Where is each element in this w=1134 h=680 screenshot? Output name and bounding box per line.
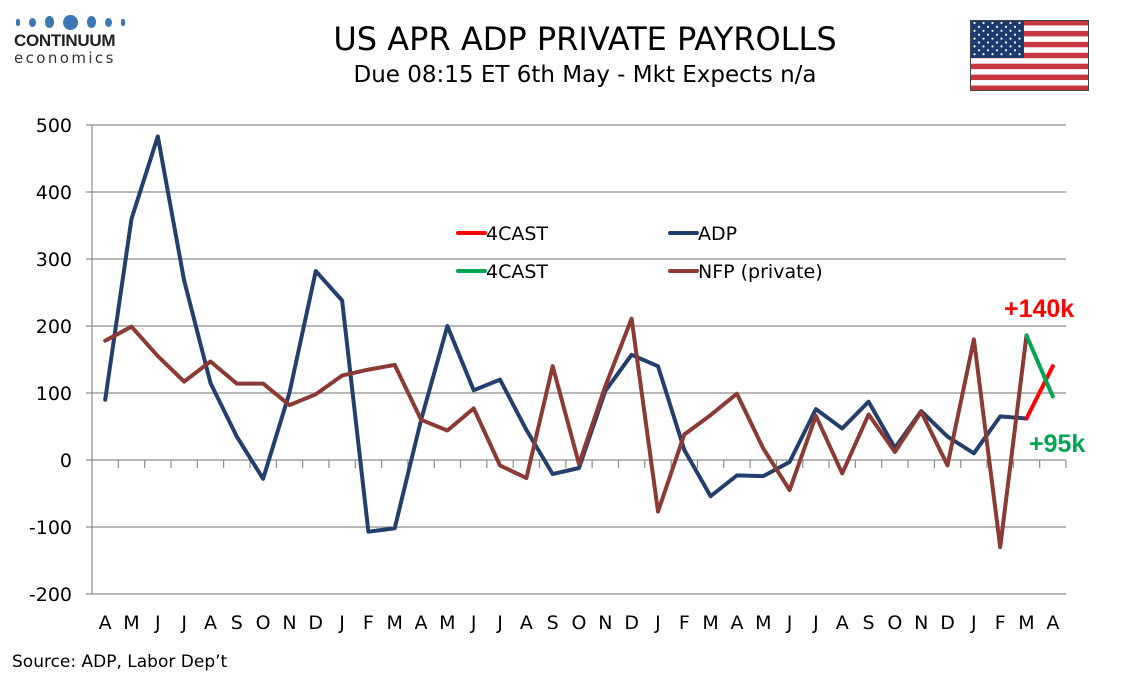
logo-subtitle: economics bbox=[14, 49, 116, 67]
chart-subtitle: Due 08:15 ET 6th May - Mkt Expects n/a bbox=[353, 62, 817, 88]
x-tick-label: S bbox=[863, 612, 875, 634]
x-tick-label: A bbox=[730, 612, 743, 634]
y-tick-label: -200 bbox=[29, 584, 72, 606]
y-tick-label: 0 bbox=[60, 450, 72, 472]
annotations: +140k +95k bbox=[1004, 295, 1085, 458]
y-tick-label: 300 bbox=[36, 249, 72, 271]
y-tick-label: 200 bbox=[36, 316, 72, 338]
y-tick-label: 500 bbox=[36, 115, 72, 137]
x-tick-label: J bbox=[654, 612, 661, 634]
x-tick-label: N bbox=[914, 612, 928, 634]
x-tick-label: D bbox=[308, 612, 323, 634]
x-tick-label: O bbox=[887, 612, 902, 634]
series bbox=[103, 134, 1055, 550]
x-tick-label: J bbox=[470, 612, 477, 634]
logo-name: CONTINUUM bbox=[14, 31, 116, 50]
chart-title: US APR ADP PRIVATE PAYROLLS bbox=[333, 20, 837, 58]
forecast-annotation: +95k bbox=[1029, 430, 1085, 458]
x-tick-label: A bbox=[1046, 612, 1059, 634]
legend-label: 4CAST bbox=[486, 223, 548, 245]
legend-label: 4CAST bbox=[486, 261, 548, 283]
x-tick-label: M bbox=[1018, 612, 1034, 634]
us-flag-icon bbox=[970, 20, 1089, 91]
x-tick-label: M bbox=[439, 612, 455, 634]
x-tick-label: A bbox=[415, 612, 428, 634]
x-tick-label: F bbox=[679, 612, 690, 634]
x-tick-label: J bbox=[338, 612, 345, 634]
y-tick-label: 400 bbox=[36, 182, 72, 204]
x-tick-label: N bbox=[598, 612, 612, 634]
x-tick-label: J bbox=[154, 612, 161, 634]
x-tick-label: J bbox=[180, 612, 187, 634]
y-tick-label: -100 bbox=[29, 517, 72, 539]
series-line-4cast-forecast_red bbox=[1024, 364, 1055, 421]
x-tick-label: J bbox=[812, 612, 819, 634]
x-tick-label: M bbox=[702, 612, 718, 634]
x-tick-label: O bbox=[572, 612, 587, 634]
series-line-adp-adp bbox=[103, 134, 1029, 534]
source-note: Source: ADP, Labor Dep’t bbox=[12, 652, 228, 672]
x-tick-label: S bbox=[231, 612, 243, 634]
legend: 4CAST ADP 4CAST NFP (private) bbox=[456, 223, 823, 283]
x-tick-label: A bbox=[836, 612, 849, 634]
x-tick-label: J bbox=[496, 612, 503, 634]
legend-label: NFP (private) bbox=[698, 261, 823, 283]
legend-label: ADP bbox=[698, 223, 737, 245]
x-tick-label: O bbox=[256, 612, 271, 634]
x-tick-label: F bbox=[363, 612, 374, 634]
x-tick-label: M bbox=[387, 612, 403, 634]
x-tick-label: A bbox=[204, 612, 217, 634]
x-tick-label: F bbox=[995, 612, 1006, 634]
x-tick-label: M bbox=[755, 612, 771, 634]
x-tick-label: N bbox=[282, 612, 296, 634]
continuum-logo: CONTINUUM economics bbox=[14, 14, 134, 76]
gridlines bbox=[86, 124, 1066, 595]
series-line-4cast-forecast_green bbox=[1024, 333, 1055, 399]
x-tick-label: M bbox=[123, 612, 139, 634]
series-line-nfp-private--nfp bbox=[103, 316, 1029, 550]
logo-dots-icon bbox=[14, 14, 134, 30]
x-tick-label: D bbox=[624, 612, 639, 634]
x-tick-label: J bbox=[970, 612, 977, 634]
x-tick-label: D bbox=[940, 612, 955, 634]
y-tick-label: 100 bbox=[36, 383, 72, 405]
x-tick-label: A bbox=[520, 612, 533, 634]
x-tick-label: A bbox=[99, 612, 112, 634]
forecast-annotation: +140k bbox=[1004, 295, 1074, 323]
x-tick-label: S bbox=[547, 612, 559, 634]
x-tick-label: J bbox=[786, 612, 793, 634]
